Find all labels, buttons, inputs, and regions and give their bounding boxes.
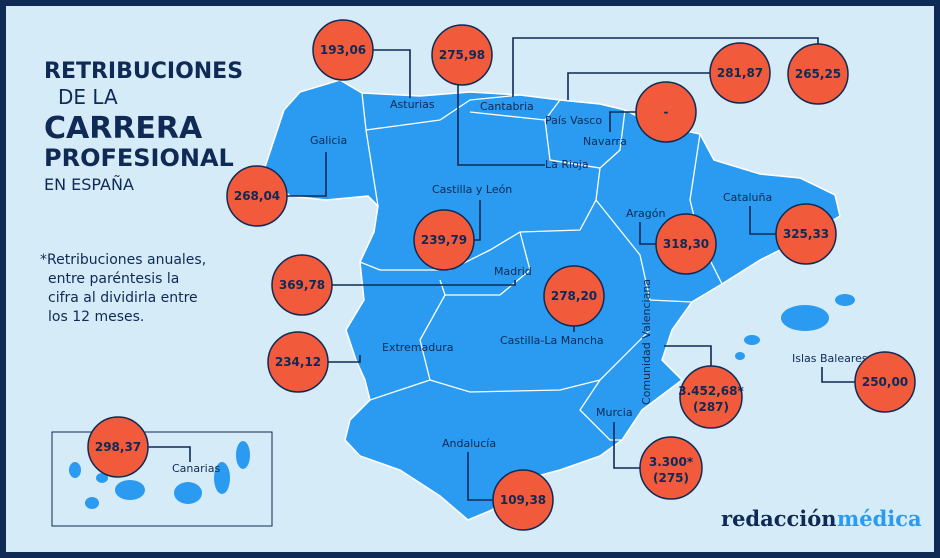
leader-line xyxy=(512,37,819,97)
region-value: 239,79 xyxy=(421,233,467,247)
region-label: Navarra xyxy=(583,135,627,148)
region-sub: (287) xyxy=(693,400,729,414)
note: *Retribuciones anuales, entre paréntesis … xyxy=(40,252,206,325)
region-value: 250,00 xyxy=(862,375,908,389)
leader-line xyxy=(749,206,776,235)
region-sub: (275) xyxy=(653,471,689,485)
note-line: entre paréntesis la xyxy=(48,271,179,287)
leader-line xyxy=(474,200,481,241)
value-circle xyxy=(655,213,717,275)
value-circle xyxy=(226,165,288,227)
region-value: 278,20 xyxy=(551,289,597,303)
region-label: Asturias xyxy=(390,98,435,111)
region-value: 298,37 xyxy=(95,440,141,454)
canary-islands xyxy=(69,441,250,509)
logo-part1: redacción xyxy=(721,506,837,531)
value-circle xyxy=(87,416,149,478)
region-label: La Rioja xyxy=(545,158,589,171)
region-value: 369,78 xyxy=(279,278,325,292)
leader-line xyxy=(664,345,712,367)
region-label: Andalucía xyxy=(442,437,496,450)
value-circle xyxy=(775,203,837,265)
logo-part2: médica xyxy=(837,506,922,531)
value-circle xyxy=(787,43,849,105)
leader-line xyxy=(457,85,545,166)
leader-line xyxy=(821,367,855,383)
region-label: Madrid xyxy=(494,265,532,278)
region-label: Galicia xyxy=(310,134,347,147)
value-circle xyxy=(635,81,697,143)
value-circle xyxy=(271,254,333,316)
leader-line xyxy=(373,49,411,98)
region-value: 234,12 xyxy=(275,355,321,369)
leader-line xyxy=(613,422,641,469)
region-label: Canarias xyxy=(172,462,220,475)
region-value: 281,87 xyxy=(717,66,763,80)
leader-line xyxy=(567,72,710,100)
leader-line xyxy=(328,355,361,363)
region-label: Murcia xyxy=(596,406,633,419)
note-line: los 12 meses. xyxy=(48,309,144,325)
region-value: 265,25 xyxy=(795,67,841,81)
region-value: 325,33 xyxy=(783,227,829,241)
leader-line xyxy=(332,280,516,286)
leader-line xyxy=(609,111,636,132)
balearic-islands xyxy=(735,294,855,360)
region-label: Islas Baleares xyxy=(792,352,868,365)
region-label: Extremadura xyxy=(382,341,454,354)
region-label: Aragón xyxy=(626,207,666,220)
leader-line xyxy=(467,452,493,501)
title-line: DE LA xyxy=(58,85,118,109)
region-value: 109,38 xyxy=(500,493,546,507)
region-label: País Vasco xyxy=(545,114,602,127)
region-label: Cantabria xyxy=(480,100,534,113)
region-value: 193,06 xyxy=(320,43,366,57)
leader-line xyxy=(639,222,656,245)
note-line: *Retribuciones anuales, xyxy=(40,252,206,268)
value-circle xyxy=(267,331,329,393)
region-label: Cataluña xyxy=(723,191,772,204)
region-label: Castilla y León xyxy=(432,183,512,196)
value-circle xyxy=(492,469,554,531)
title-line: EN ESPAÑA xyxy=(44,175,134,194)
value-circle xyxy=(431,24,493,86)
region-value: 318,30 xyxy=(663,237,709,251)
regions: Asturias 193,06 Cantabria 265,25 La Rioja 275… xyxy=(87,19,916,531)
title-line: PROFESIONAL xyxy=(44,144,234,172)
region-value: 3.452,68* xyxy=(678,384,744,398)
region-value: - xyxy=(664,105,669,119)
value-circle xyxy=(854,351,916,413)
region-value: 275,98 xyxy=(439,48,485,62)
value-circle xyxy=(312,19,374,81)
title-line: CARRERA xyxy=(44,111,203,146)
title-line: RETRIBUCIONES xyxy=(44,59,243,84)
region-value: 3.300* xyxy=(649,455,694,469)
value-circle xyxy=(679,365,743,429)
value-circle xyxy=(543,265,605,327)
region-value: 268,04 xyxy=(234,189,280,203)
value-circle xyxy=(639,436,703,500)
leader-line xyxy=(148,446,191,462)
region-label: Castilla-La Mancha xyxy=(500,334,604,347)
region-label: Comunidad Valenciana xyxy=(640,279,653,405)
leader-line xyxy=(287,152,327,197)
value-circle xyxy=(413,209,475,271)
value-circle xyxy=(709,42,771,104)
canarias-box xyxy=(51,431,273,527)
note-line: cifra al dividirla entre xyxy=(48,290,198,306)
